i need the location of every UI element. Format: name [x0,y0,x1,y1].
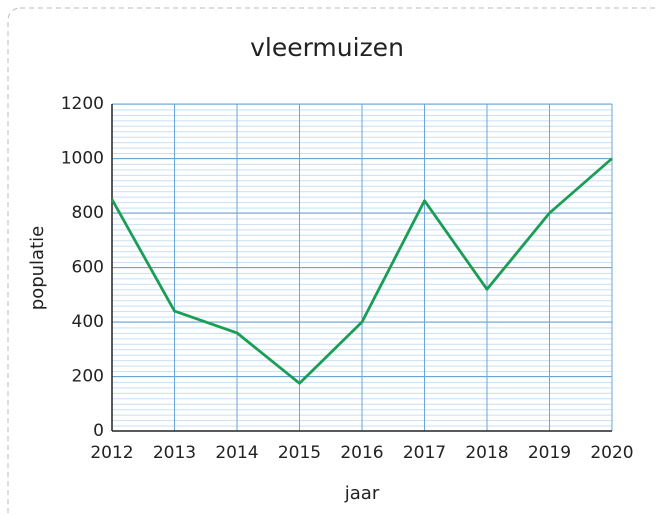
y-axis-label: populatie [27,226,48,310]
x-tick-label: 2012 [90,443,133,463]
x-tick-label: 2013 [153,443,196,463]
y-tick-label: 200 [72,367,104,387]
y-tick-label: 0 [93,421,104,441]
x-tick-label: 2019 [528,443,571,463]
chart-title: vleermuizen [250,33,404,62]
y-tick-label: 1200 [61,94,104,114]
y-tick-label: 1000 [61,149,104,169]
y-tick-label: 600 [72,258,104,278]
y-tick-label: 400 [72,312,104,332]
x-tick-label: 2017 [403,443,446,463]
frame [7,7,655,516]
x-axis-label: jaar [344,483,380,504]
x-tick-label: 2020 [590,443,633,463]
y-tick-label: 800 [72,203,104,223]
x-tick-label: 2018 [465,443,508,463]
x-tick-label: 2014 [215,443,258,463]
x-tick-label: 2015 [278,443,321,463]
data-line [110,157,613,385]
x-tick-label: 2016 [340,443,383,463]
